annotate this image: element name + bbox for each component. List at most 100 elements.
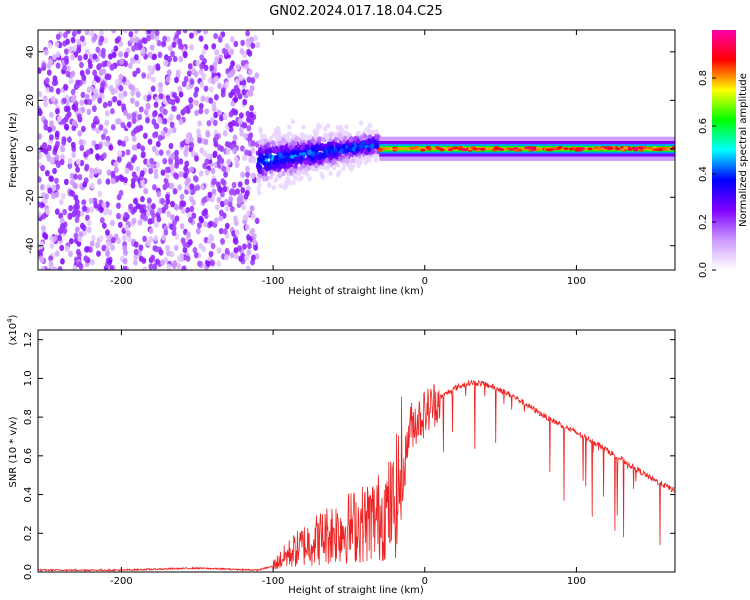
spectrogram-cell [233,247,239,254]
spectrogram-cell [73,173,78,180]
spectrogram-y-tick-label: 20 [25,94,36,107]
spectrogram-cell [189,78,195,86]
spectrogram-cell [111,30,117,34]
spectrogram-cell [111,236,116,244]
spectrogram-cell [51,192,56,200]
spectrogram-cell [68,46,74,53]
spectrogram-cell [94,153,100,160]
spectrogram-cell [76,38,82,46]
spectrogram-cell [267,147,272,153]
spectrogram-cell [257,168,263,175]
spectrogram-cell [250,77,256,84]
spectrogram-cell [151,76,156,83]
spectrogram-cell [44,169,50,177]
spectrogram-cell [217,82,222,90]
spectrogram-cell [89,240,95,247]
spectrogram-cell [116,212,121,220]
spectrogram-cell [38,147,41,155]
spectrogram-cell [38,67,42,74]
spectrogram-cell [75,166,80,173]
spectrogram-cell [103,37,109,44]
spectrogram-cell [170,50,175,58]
spectrogram-cell [103,128,108,135]
spectrogram-cell [192,246,198,254]
spectrogram-cell [211,178,216,186]
spectrogram-cell [76,251,82,259]
spectrogram-cell [128,30,134,38]
spectrogram-cell [241,88,247,96]
spectrogram-cell [325,123,331,129]
spectrogram-cell [63,83,68,91]
spectrogram-cell [222,228,228,235]
spectrogram-cell [113,45,119,52]
spectrogram-cell [147,204,152,212]
spectrogram-cell [211,105,217,112]
spectrogram-cell [165,198,171,205]
snr-y-multiplier: (x104) [6,314,19,345]
spectrogram-cell [199,54,205,61]
spectrogram-cell [124,224,130,232]
spectrogram-cell [373,157,379,163]
spectrogram-cell [153,172,159,180]
spectrogram-cell [303,159,309,165]
spectrogram-cell [146,30,152,35]
spectrogram-cell [225,148,231,155]
spectrogram-cell [338,124,344,130]
spectrogram-cell [158,249,164,256]
spectrogram-cell [250,227,255,235]
spectrogram-cell [55,33,61,40]
spectrogram-cell [350,157,356,164]
spectrogram-cell [48,260,54,267]
spectrogram-cell [279,145,284,151]
spectrogram-cell [300,169,306,175]
spectrogram-cell [162,157,168,165]
spectrogram-cell [68,204,74,212]
spectrogram-cell [39,256,45,263]
spectrogram-cell [169,121,175,129]
spectrogram-cell [434,146,440,149]
spectrogram-cell [378,148,384,152]
spectrogram-cell [204,169,210,176]
spectrogram-cell [200,95,206,102]
spectrogram-cell [166,210,171,218]
spectrogram-cell [122,244,128,252]
spectrogram-cell [308,133,313,140]
spectrogram-cell [472,147,478,151]
spectrogram-cell [278,171,283,177]
spectrogram-x-tick-label: -200 [110,276,133,287]
spectrogram-cell [95,46,101,53]
spectrogram-cell [568,147,574,151]
spectrogram-cell [125,149,131,156]
spectrogram-cell [131,144,137,151]
spectrogram-cell [160,169,166,176]
spectrogram-cell [104,119,110,126]
spectrogram-cell [209,259,215,266]
spectrogram-cell [89,206,95,214]
spectrogram-cell [38,108,43,115]
spectrogram-cell [356,162,361,169]
spectrogram-cell [55,62,61,69]
spectrogram-cell [246,76,252,83]
spectrogram-cell [109,219,115,227]
spectrogram-cell [126,230,131,237]
spectrogram-cell [161,207,166,214]
spectrogram-cell [183,150,189,158]
spectrogram-cell [253,34,258,42]
spectrogram-cell [193,251,199,259]
spectrogram-cell [367,157,372,163]
spectrogram-cell [202,162,208,170]
spectrogram-cell [258,129,263,135]
spectrogram-cell [101,47,106,55]
spectrogram-cell [272,164,277,170]
spectrogram-cell [245,30,251,37]
spectrogram-y-tick-label: -40 [25,238,36,254]
spectrogram-cell [249,85,255,92]
spectrogram-cell [192,175,198,182]
spectrogram-cell [39,184,45,191]
spectrogram-cell [211,43,217,50]
spectrogram-cell [190,67,196,74]
spectrogram-cell [184,145,190,152]
spectrogram-cell [85,68,91,75]
spectrogram-cell [149,157,155,165]
spectrogram-cell [71,151,77,159]
